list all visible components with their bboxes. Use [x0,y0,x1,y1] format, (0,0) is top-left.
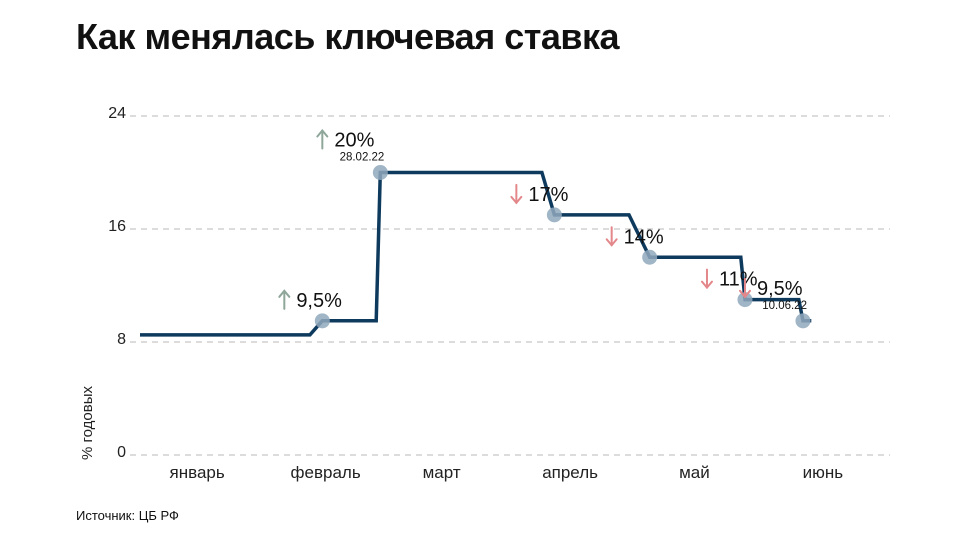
x-axis-ticks: январь февраль март апрель май июнь [170,463,844,482]
y-tick-label: 16 [108,218,126,235]
arrow-down-icon [605,226,618,247]
rate-marker [642,249,658,265]
rate-value-label: 20% [334,130,374,152]
rate-value-label: 9,5% [757,278,803,300]
arrow-up-icon [278,289,291,310]
y-tick-label: 0 [117,444,126,461]
rate-value-label: 9,5% [296,290,342,312]
y-tick-label: 8 [117,331,126,348]
x-tick-label: март [423,463,461,482]
series-line [140,170,812,337]
rate-change-markers [314,165,811,329]
x-tick-label: июнь [803,463,844,482]
rate-marker [546,207,562,223]
rate-date-label: 10.06.22 [762,300,807,312]
source-note: Источник: ЦБ РФ [76,508,179,523]
x-tick-label: май [679,463,710,482]
rate-value-label: 14% [624,226,664,248]
rate-marker [737,292,753,308]
y-axis-label: % годовых [79,385,96,460]
rate-value-label: 17% [528,184,568,206]
arrow-down-icon [510,183,523,205]
y-axis-ticks: 0 8 16 24 [108,105,126,461]
arrow-down-icon [700,268,713,290]
rate-marker [314,313,330,329]
rate-marker [795,313,811,329]
rate-marker [372,165,388,180]
x-tick-label: январь [170,463,225,482]
grid-lines [130,115,890,456]
arrow-down-icon [738,277,751,299]
rate-date-label: 28.02.22 [340,152,385,164]
arrow-up-icon [316,128,329,150]
y-tick-label: 24 [108,105,126,122]
x-tick-label: апрель [542,463,598,482]
chart-title: Как менялась ключевая ставка [76,16,620,57]
x-tick-label: февраль [291,463,361,482]
rate-value-label: 11% [719,269,758,291]
